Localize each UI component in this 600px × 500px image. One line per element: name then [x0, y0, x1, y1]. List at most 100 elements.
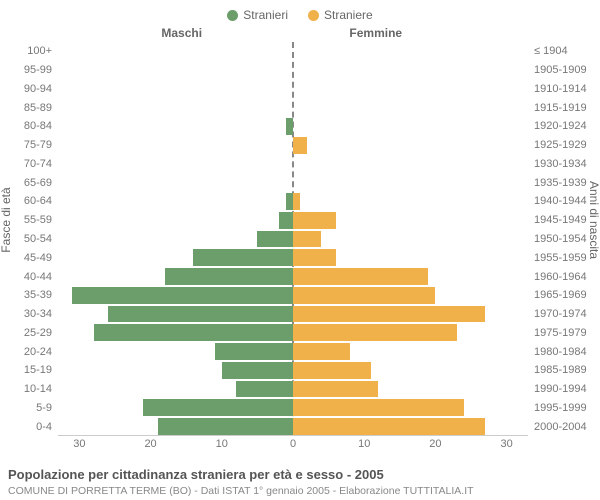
legend: Stranieri Straniere	[0, 0, 600, 22]
age-label: 65-69	[24, 177, 52, 189]
chart-title: Popolazione per cittadinanza straniera p…	[8, 467, 384, 482]
pyramid-row: 30-341970-1974	[58, 305, 528, 324]
female-bar	[293, 381, 378, 398]
pyramid-row: 90-941910-1914	[58, 80, 528, 99]
birth-label: 1975-1979	[534, 327, 587, 339]
female-bar	[293, 343, 350, 360]
age-label: 35-39	[24, 289, 52, 301]
birth-label: 1950-1954	[534, 233, 587, 245]
birth-axis-label: Anni di nascita	[587, 181, 600, 259]
legend-item-male: Stranieri	[227, 8, 288, 22]
male-bar	[222, 362, 293, 379]
age-label: 40-44	[24, 271, 52, 283]
male-swatch	[227, 10, 238, 21]
age-label: 80-84	[24, 120, 52, 132]
age-label: 45-49	[24, 252, 52, 264]
male-bar	[279, 212, 293, 229]
female-bar	[293, 362, 371, 379]
pyramid-row: 10-141990-1994	[58, 380, 528, 399]
male-bar	[108, 306, 293, 323]
age-label: 10-14	[24, 383, 52, 395]
birth-label: 1970-1974	[534, 308, 587, 320]
female-bar	[293, 287, 435, 304]
pyramid-row: 15-191985-1989	[58, 361, 528, 380]
pyramid-chart: Maschi Femmine 3020100102030 100+≤ 19049…	[58, 42, 528, 436]
male-bar	[286, 193, 293, 210]
pyramid-row: 95-991905-1909	[58, 61, 528, 80]
male-bar	[286, 118, 293, 135]
male-bar	[72, 287, 293, 304]
birth-label: 1965-1969	[534, 289, 587, 301]
female-bar	[293, 193, 300, 210]
male-bar	[236, 381, 293, 398]
birth-label: 1915-1919	[534, 102, 587, 114]
birth-label: 1955-1959	[534, 252, 587, 264]
female-swatch	[308, 10, 319, 21]
birth-label: 1920-1924	[534, 120, 587, 132]
legend-female-label: Straniere	[324, 8, 373, 22]
x-tick: 0	[290, 438, 296, 450]
age-label: 0-4	[36, 421, 52, 433]
birth-label: 1905-1909	[534, 64, 587, 76]
birth-label: 1910-1914	[534, 83, 587, 95]
pyramid-row: 5-91995-1999	[58, 398, 528, 417]
age-label: 90-94	[24, 83, 52, 95]
age-label: 20-24	[24, 346, 52, 358]
female-bar	[293, 399, 464, 416]
pyramid-row: 35-391965-1969	[58, 286, 528, 305]
birth-label: 1985-1989	[534, 364, 587, 376]
pyramid-row: 0-42000-2004	[58, 417, 528, 436]
x-tick: 20	[144, 438, 156, 450]
male-bar	[158, 418, 293, 435]
pyramid-row: 20-241980-1984	[58, 342, 528, 361]
female-bar	[293, 324, 457, 341]
chart-subtitle: COMUNE DI PORRETTA TERME (BO) - Dati IST…	[8, 485, 474, 497]
pyramid-row: 65-691935-1939	[58, 173, 528, 192]
female-col-title: Femmine	[349, 26, 402, 40]
pyramid-row: 75-791925-1929	[58, 136, 528, 155]
age-label: 55-59	[24, 214, 52, 226]
male-bar	[215, 343, 293, 360]
pyramid-row: 50-541950-1954	[58, 230, 528, 249]
birth-label: 1980-1984	[534, 346, 587, 358]
male-bar	[193, 249, 293, 266]
pyramid-row: 60-641940-1944	[58, 192, 528, 211]
male-col-title: Maschi	[161, 26, 202, 40]
x-tick: 10	[358, 438, 370, 450]
female-bar	[293, 231, 321, 248]
birth-label: 1960-1964	[534, 271, 587, 283]
x-tick: 30	[73, 438, 85, 450]
birth-label: 1930-1934	[534, 158, 587, 170]
age-axis-label: Fasce di età	[0, 187, 13, 252]
male-bar	[165, 268, 293, 285]
pyramid-row: 80-841920-1924	[58, 117, 528, 136]
female-bar	[293, 249, 336, 266]
birth-label: ≤ 1904	[534, 45, 568, 57]
birth-label: 1945-1949	[534, 214, 587, 226]
pyramid-row: 25-291975-1979	[58, 323, 528, 342]
pyramid-row: 40-441960-1964	[58, 267, 528, 286]
age-label: 95-99	[24, 64, 52, 76]
age-label: 60-64	[24, 195, 52, 207]
legend-male-label: Stranieri	[243, 8, 288, 22]
pyramid-row: 85-891915-1919	[58, 98, 528, 117]
age-label: 85-89	[24, 102, 52, 114]
age-label: 15-19	[24, 364, 52, 376]
male-bar	[94, 324, 293, 341]
birth-label: 1940-1944	[534, 195, 587, 207]
age-label: 25-29	[24, 327, 52, 339]
female-bar	[293, 306, 485, 323]
x-tick: 20	[429, 438, 441, 450]
age-label: 50-54	[24, 233, 52, 245]
age-label: 5-9	[36, 402, 52, 414]
age-label: 100+	[27, 45, 52, 57]
legend-item-female: Straniere	[308, 8, 373, 22]
x-tick: 10	[216, 438, 228, 450]
birth-label: 1925-1929	[534, 139, 587, 151]
female-bar	[293, 418, 485, 435]
x-axis-ticks: 3020100102030	[58, 438, 528, 454]
pyramid-row: 100+≤ 1904	[58, 42, 528, 61]
female-bar	[293, 268, 428, 285]
pyramid-row: 55-591945-1949	[58, 211, 528, 230]
male-bar	[257, 231, 293, 248]
